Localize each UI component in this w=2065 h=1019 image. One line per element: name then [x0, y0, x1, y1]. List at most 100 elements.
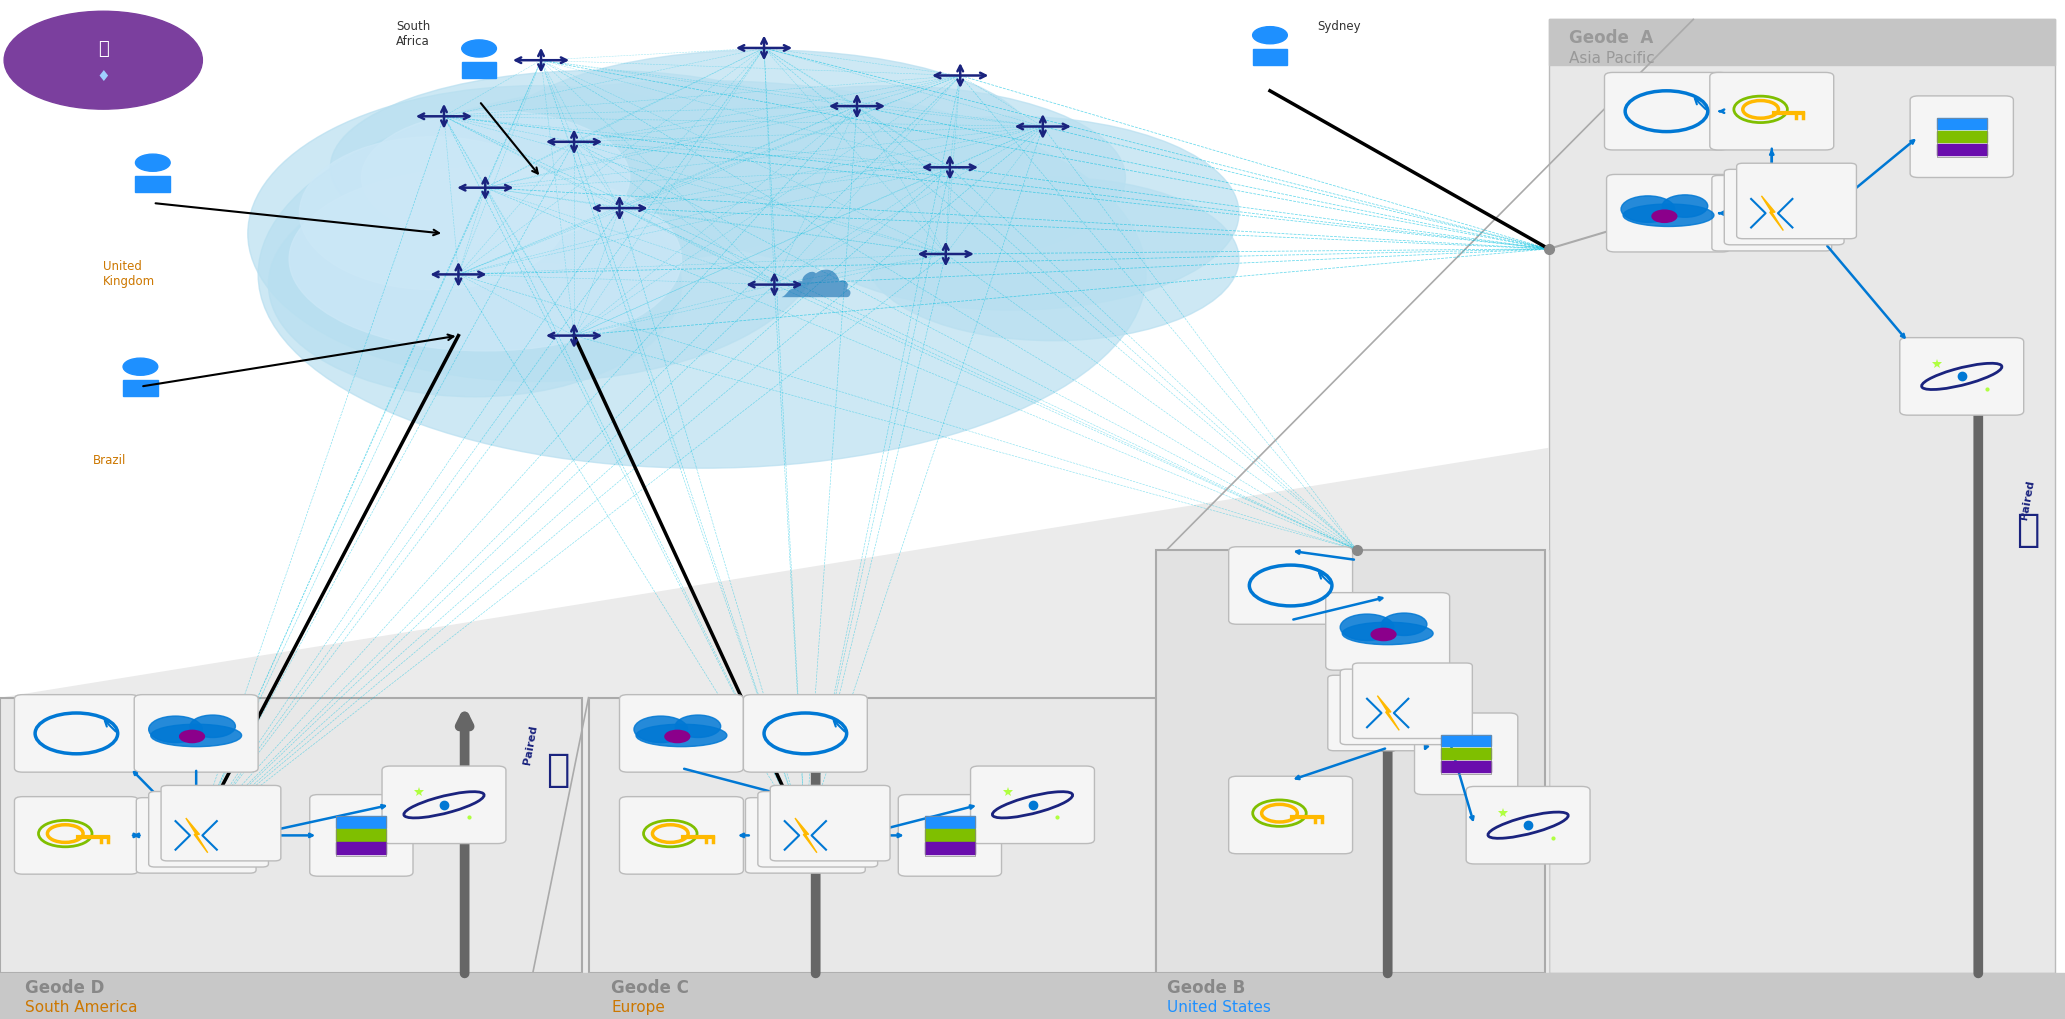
Bar	[1937, 145, 1987, 156]
FancyBboxPatch shape	[1466, 787, 1590, 864]
FancyBboxPatch shape	[1607, 175, 1730, 253]
FancyBboxPatch shape	[1712, 176, 1832, 252]
Circle shape	[190, 715, 235, 738]
FancyBboxPatch shape	[1229, 547, 1353, 625]
FancyBboxPatch shape	[161, 786, 281, 861]
FancyBboxPatch shape	[1156, 550, 1545, 973]
Ellipse shape	[268, 173, 681, 397]
Circle shape	[136, 155, 169, 172]
FancyBboxPatch shape	[14, 797, 138, 874]
Bar	[1441, 748, 1491, 759]
Bar	[1937, 118, 1987, 130]
Circle shape	[1340, 614, 1394, 641]
FancyBboxPatch shape	[745, 798, 865, 873]
Ellipse shape	[650, 87, 1125, 270]
Bar	[337, 829, 386, 841]
Bar	[0, 973, 2065, 1019]
FancyBboxPatch shape	[1710, 73, 1834, 151]
Ellipse shape	[1342, 623, 1433, 645]
Circle shape	[180, 731, 204, 743]
FancyBboxPatch shape	[1415, 713, 1518, 795]
FancyBboxPatch shape	[14, 695, 138, 772]
Bar	[925, 829, 975, 841]
FancyBboxPatch shape	[382, 766, 506, 844]
Bar	[1253, 50, 1286, 66]
FancyBboxPatch shape	[1605, 73, 1728, 151]
FancyBboxPatch shape	[134, 695, 258, 772]
Ellipse shape	[330, 71, 867, 265]
Polygon shape	[795, 818, 818, 853]
FancyBboxPatch shape	[971, 766, 1094, 844]
Polygon shape	[1377, 696, 1400, 731]
FancyBboxPatch shape	[898, 795, 1002, 876]
Text: ☁: ☁	[779, 238, 853, 312]
Ellipse shape	[636, 725, 727, 747]
FancyBboxPatch shape	[620, 695, 743, 772]
Circle shape	[1621, 197, 1675, 223]
FancyBboxPatch shape	[149, 792, 268, 867]
Bar	[1937, 131, 1987, 143]
Text: Sydney: Sydney	[1317, 20, 1361, 34]
FancyBboxPatch shape	[589, 698, 1156, 973]
Ellipse shape	[785, 117, 1239, 311]
Circle shape	[665, 731, 690, 743]
Text: ♦: ♦	[97, 69, 109, 84]
Ellipse shape	[361, 112, 630, 245]
Ellipse shape	[496, 51, 1032, 234]
FancyBboxPatch shape	[620, 797, 743, 874]
FancyBboxPatch shape	[1910, 97, 2013, 178]
Circle shape	[1253, 28, 1286, 45]
Circle shape	[463, 41, 496, 58]
Text: Geode  A: Geode A	[1569, 29, 1654, 47]
FancyBboxPatch shape	[770, 786, 890, 861]
Ellipse shape	[248, 87, 826, 382]
Text: ⛓: ⛓	[545, 750, 570, 789]
FancyBboxPatch shape	[1326, 593, 1450, 671]
Bar	[124, 381, 157, 397]
Ellipse shape	[867, 178, 1239, 341]
FancyBboxPatch shape	[1353, 663, 1472, 739]
Circle shape	[124, 359, 157, 376]
Text: Europe: Europe	[611, 999, 665, 1014]
FancyBboxPatch shape	[758, 792, 878, 867]
FancyBboxPatch shape	[1724, 170, 1844, 246]
FancyBboxPatch shape	[1328, 676, 1448, 751]
Text: South
Africa: South Africa	[396, 20, 430, 48]
FancyBboxPatch shape	[0, 698, 582, 973]
Text: Geode B: Geode B	[1167, 978, 1245, 997]
Polygon shape	[0, 448, 1549, 973]
Bar	[1549, 20, 2055, 66]
Circle shape	[1652, 211, 1677, 223]
FancyBboxPatch shape	[1340, 669, 1460, 745]
Ellipse shape	[258, 82, 1146, 469]
FancyBboxPatch shape	[743, 695, 867, 772]
FancyBboxPatch shape	[1737, 164, 1856, 239]
FancyBboxPatch shape	[1229, 776, 1353, 854]
Text: Asia Pacific: Asia Pacific	[1569, 51, 1656, 66]
Ellipse shape	[151, 725, 242, 747]
Ellipse shape	[299, 138, 568, 290]
Bar	[337, 816, 386, 828]
Polygon shape	[186, 818, 209, 853]
Text: Paired: Paired	[2020, 479, 2036, 520]
Text: Paired: Paired	[522, 723, 539, 764]
Circle shape	[1381, 613, 1427, 636]
Circle shape	[149, 716, 202, 743]
Text: ⛹: ⛹	[97, 40, 109, 58]
FancyBboxPatch shape	[1900, 338, 2024, 416]
Circle shape	[675, 715, 721, 738]
Ellipse shape	[289, 168, 681, 352]
Text: United
Kingdom: United Kingdom	[103, 260, 155, 287]
Circle shape	[1662, 196, 1708, 218]
FancyBboxPatch shape	[136, 798, 256, 873]
Circle shape	[634, 716, 688, 743]
Polygon shape	[0, 550, 1549, 973]
Bar	[463, 63, 496, 79]
Bar	[1441, 735, 1491, 747]
Bar	[1441, 761, 1491, 772]
Circle shape	[4, 12, 202, 110]
Text: Geode C: Geode C	[611, 978, 690, 997]
FancyBboxPatch shape	[310, 795, 413, 876]
Polygon shape	[1761, 197, 1784, 231]
FancyBboxPatch shape	[1549, 20, 2055, 973]
